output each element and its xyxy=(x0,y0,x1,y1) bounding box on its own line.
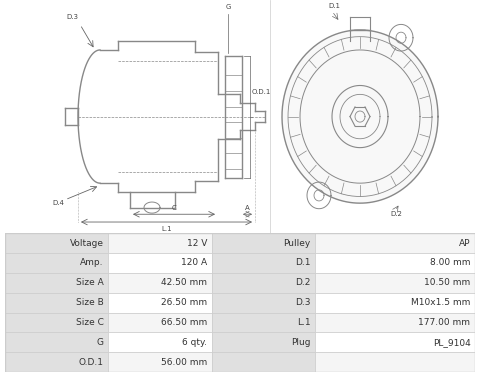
Text: D.2: D.2 xyxy=(295,278,311,287)
Bar xyxy=(315,332,475,352)
Text: 8.00 mm: 8.00 mm xyxy=(430,258,470,267)
Text: Size C: Size C xyxy=(76,318,104,327)
Bar xyxy=(108,273,212,293)
Bar xyxy=(315,293,475,312)
Bar xyxy=(5,253,108,273)
Bar xyxy=(108,233,212,253)
Polygon shape xyxy=(282,30,438,203)
Text: AP: AP xyxy=(459,238,470,247)
Text: D.3: D.3 xyxy=(66,14,78,20)
Bar xyxy=(108,293,212,312)
Text: D.1: D.1 xyxy=(295,258,311,267)
Bar xyxy=(315,233,475,253)
Text: D.3: D.3 xyxy=(295,298,311,307)
Bar xyxy=(212,312,315,332)
Bar xyxy=(212,332,315,352)
Bar xyxy=(212,273,315,293)
Bar xyxy=(108,332,212,352)
Bar xyxy=(108,253,212,273)
Text: 177.00 mm: 177.00 mm xyxy=(419,318,470,327)
Bar xyxy=(212,253,315,273)
Text: Voltage: Voltage xyxy=(70,238,104,247)
Bar xyxy=(315,352,475,372)
Text: O.D.1: O.D.1 xyxy=(79,358,104,367)
Text: 26.50 mm: 26.50 mm xyxy=(161,298,207,307)
Text: L.1: L.1 xyxy=(161,226,172,232)
Text: D.1: D.1 xyxy=(328,3,340,9)
Text: M10x1.5 mm: M10x1.5 mm xyxy=(411,298,470,307)
Text: 12 V: 12 V xyxy=(187,238,207,247)
Bar xyxy=(315,273,475,293)
Text: 42.50 mm: 42.50 mm xyxy=(161,278,207,287)
Text: O.D.1: O.D.1 xyxy=(252,89,271,96)
Text: 6 qty.: 6 qty. xyxy=(182,338,207,347)
Bar xyxy=(315,312,475,332)
Text: C: C xyxy=(172,205,176,211)
Text: 56.00 mm: 56.00 mm xyxy=(161,358,207,367)
Text: G: G xyxy=(225,4,231,10)
Bar xyxy=(212,293,315,312)
Bar xyxy=(212,352,315,372)
Bar xyxy=(108,312,212,332)
Text: Size B: Size B xyxy=(76,298,104,307)
Bar xyxy=(5,233,108,253)
Text: 120 A: 120 A xyxy=(181,258,207,267)
Text: PL_9104: PL_9104 xyxy=(433,338,470,347)
Bar xyxy=(315,253,475,273)
Bar xyxy=(5,332,108,352)
Text: Pulley: Pulley xyxy=(283,238,311,247)
Text: Amp.: Amp. xyxy=(80,258,104,267)
Bar xyxy=(5,352,108,372)
Text: L.1: L.1 xyxy=(297,318,311,327)
Text: 66.50 mm: 66.50 mm xyxy=(161,318,207,327)
Bar xyxy=(212,233,315,253)
Text: Size A: Size A xyxy=(76,278,104,287)
Text: D.2: D.2 xyxy=(390,211,402,217)
Text: A: A xyxy=(245,205,250,211)
Text: D.4: D.4 xyxy=(52,200,64,206)
Text: G: G xyxy=(96,338,104,347)
Bar xyxy=(5,273,108,293)
Bar xyxy=(5,312,108,332)
Bar xyxy=(108,352,212,372)
Bar xyxy=(5,293,108,312)
Text: 10.50 mm: 10.50 mm xyxy=(424,278,470,287)
Text: Plug: Plug xyxy=(291,338,311,347)
